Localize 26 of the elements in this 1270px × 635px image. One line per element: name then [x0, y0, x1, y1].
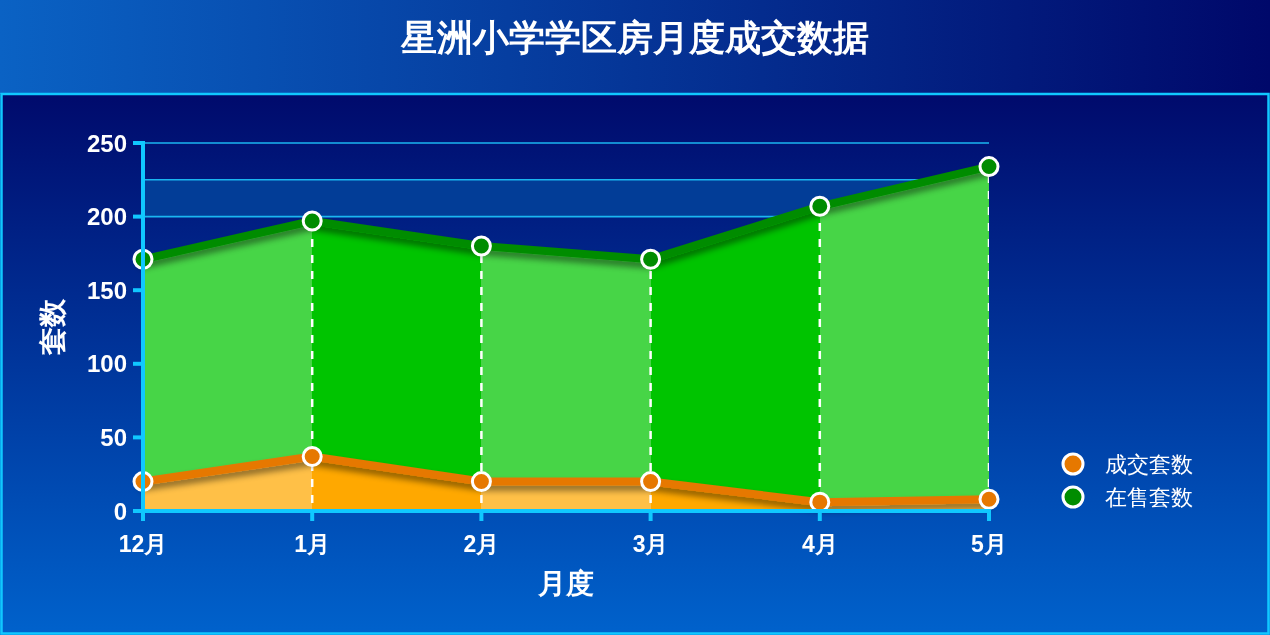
y-tick-label: 150: [86, 276, 127, 304]
y-tick-label: 100: [86, 350, 127, 378]
x-tick-label: 1月: [294, 531, 331, 557]
x-tick-label: 3月: [632, 531, 669, 557]
point: [809, 195, 831, 217]
point: [640, 248, 662, 270]
x-tick-label: 2月: [463, 531, 500, 557]
chart-title: 星洲小学学区房月度成交数据: [400, 18, 869, 58]
legend-label: 成交套数: [1105, 451, 1193, 477]
y-tick-label: 0: [113, 497, 127, 525]
point: [470, 235, 492, 257]
point: [301, 446, 323, 468]
x-axis-title: 月度: [537, 567, 594, 599]
y-axis-title: 套数: [36, 298, 68, 356]
point: [640, 471, 662, 493]
x-tick-label: 12月: [118, 531, 168, 557]
point: [301, 210, 323, 232]
x-tick-label: 5月: [971, 531, 1007, 557]
y-tick-label: 250: [86, 129, 127, 157]
y-tick-label: 50: [100, 423, 127, 451]
point: [470, 471, 492, 493]
point: [978, 156, 1000, 178]
x-tick-label: 4月: [801, 531, 838, 557]
point: [978, 488, 1000, 510]
legend-label: 在售套数: [1105, 484, 1193, 510]
y-tick-label: 200: [86, 203, 127, 231]
